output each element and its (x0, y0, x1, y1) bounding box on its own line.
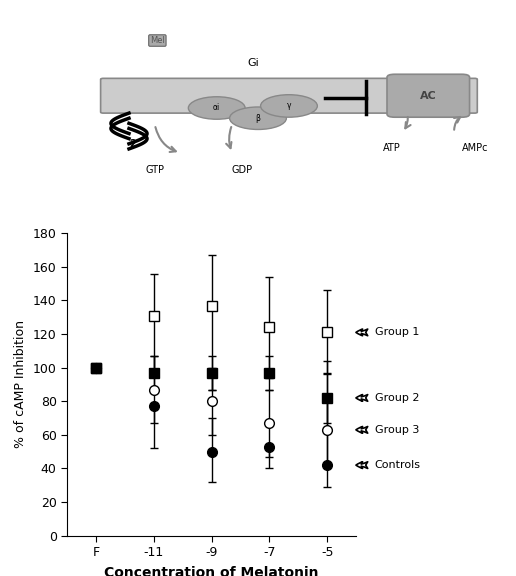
FancyBboxPatch shape (387, 74, 470, 117)
Text: AC: AC (420, 91, 437, 101)
Circle shape (261, 94, 317, 117)
Text: γ: γ (287, 101, 291, 111)
Text: Group 1: Group 1 (375, 327, 419, 338)
Text: AMPc: AMPc (461, 143, 488, 153)
Text: αi: αi (213, 104, 220, 112)
Text: Gi: Gi (247, 58, 259, 68)
Text: ATP: ATP (383, 143, 401, 153)
Circle shape (230, 107, 286, 130)
Circle shape (188, 97, 245, 119)
Text: Group 2: Group 2 (375, 393, 419, 403)
Y-axis label: % of cAMP Inhibition: % of cAMP Inhibition (14, 320, 27, 449)
Text: -2: -2 (126, 139, 137, 149)
Text: GDP: GDP (232, 165, 253, 175)
X-axis label: Concentration of Melatonin: Concentration of Melatonin (104, 566, 319, 576)
FancyBboxPatch shape (101, 78, 477, 113)
Text: Mel: Mel (150, 36, 165, 45)
Text: Group 3: Group 3 (375, 425, 419, 435)
Text: β: β (255, 113, 261, 123)
Text: Controls: Controls (375, 460, 421, 470)
Text: GTP: GTP (146, 165, 164, 175)
